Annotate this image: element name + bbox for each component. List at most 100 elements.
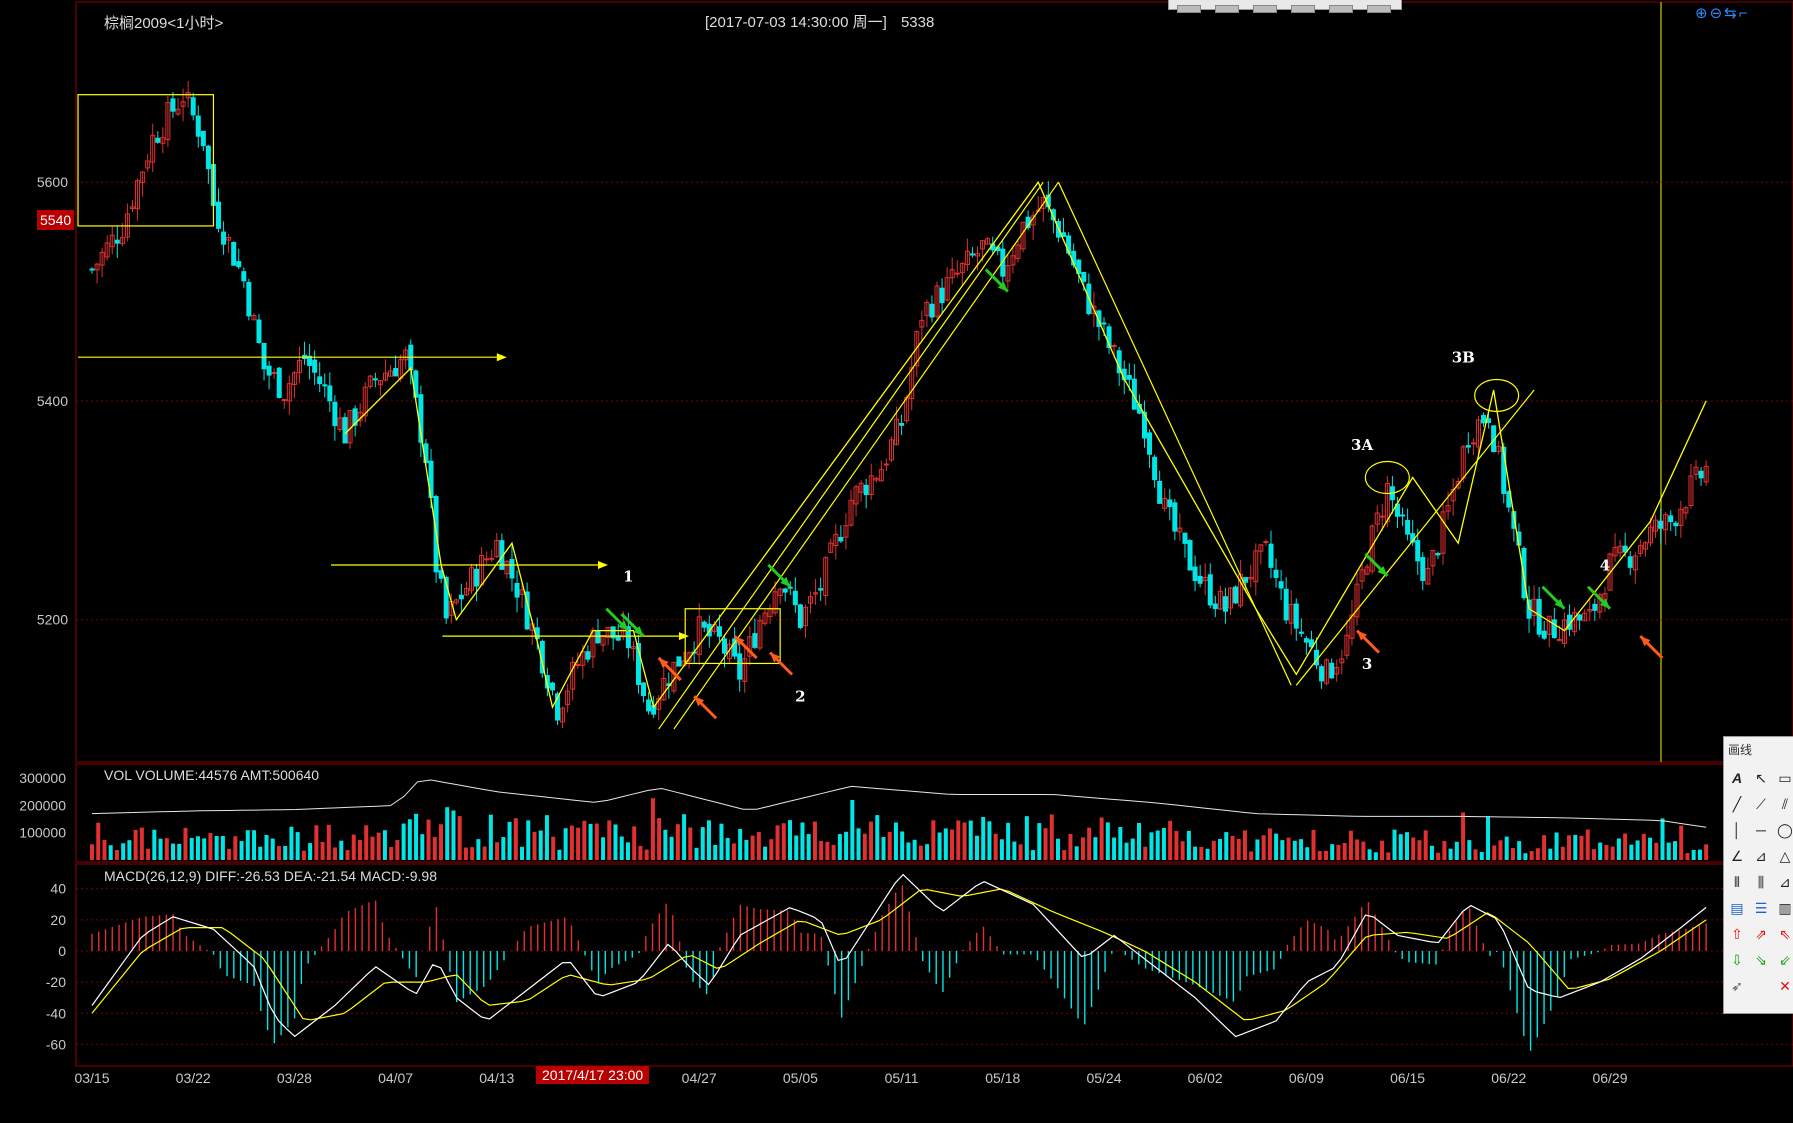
volume-bar	[133, 829, 138, 860]
fan-tool-icon[interactable]: ⊿	[1755, 848, 1767, 864]
macd-tick-label: -20	[46, 974, 66, 990]
volume-bar	[389, 846, 394, 860]
volume-bar	[1454, 841, 1459, 860]
candle-body	[509, 558, 515, 579]
volume-bar	[245, 830, 250, 860]
volume-bar	[1336, 844, 1341, 860]
triangle-tool-icon[interactable]: △	[1779, 848, 1791, 864]
volume-bar	[557, 849, 562, 860]
candle-body	[89, 268, 95, 271]
toolbar-button-icon[interactable]	[1253, 5, 1277, 13]
text-tool-icon[interactable]: A	[1731, 770, 1743, 786]
note-tool-icon[interactable]: ▤	[1730, 900, 1744, 916]
candle-body	[914, 331, 920, 367]
candle-body	[873, 477, 879, 481]
ray-tool-icon[interactable]: ⟋	[1756, 796, 1766, 812]
zoom-controls[interactable]: ⊕⊖⇆⌐	[1695, 4, 1750, 22]
volume-bar	[239, 841, 244, 860]
arrow-line-tool-icon[interactable]: ↖	[1755, 770, 1767, 786]
volume-bar	[594, 823, 599, 860]
candle-body	[833, 533, 839, 547]
volume-bar	[1417, 840, 1422, 860]
candle-body	[226, 236, 232, 241]
candle-body	[969, 253, 975, 256]
line-tool-icon[interactable]: ╱	[1732, 796, 1742, 812]
down-left-arrow-tool-icon[interactable]: ⇙	[1779, 952, 1791, 968]
down-arrow-tool-icon[interactable]: ⇩	[1731, 952, 1743, 968]
vertical-line-tool-icon[interactable]: │	[1732, 822, 1742, 838]
candle-body	[1283, 588, 1289, 621]
cycle-lines-tool-icon[interactable]: ⦀	[1733, 874, 1741, 890]
volume-bar	[1074, 846, 1079, 860]
volume-bar	[289, 826, 294, 860]
candle-body	[352, 408, 358, 426]
up-left-arrow-tool-icon[interactable]: ⇖	[1779, 926, 1791, 942]
horizontal-line-tool-icon[interactable]: ─	[1756, 822, 1766, 838]
volume-bar	[1479, 851, 1484, 860]
arrow-head	[770, 652, 781, 663]
candle-body	[1147, 432, 1153, 455]
candle-body	[1455, 481, 1461, 489]
candle-body	[94, 263, 100, 271]
volume-bar	[1261, 835, 1266, 860]
cursor-date-marker: 2017/4/17 23:00	[536, 1066, 650, 1084]
volume-bar	[507, 821, 512, 860]
volume-bar	[706, 820, 711, 860]
pointer-tool-icon[interactable]: ➶	[1731, 978, 1743, 994]
arrow-head	[618, 620, 629, 631]
down-right-arrow-tool-icon[interactable]: ⇘	[1755, 952, 1767, 968]
volume-bar	[426, 819, 431, 860]
wave-label: 3	[1362, 655, 1372, 673]
list-tool-icon[interactable]: ☰	[1754, 900, 1768, 916]
delete-tool-icon[interactable]: ✕	[1779, 978, 1791, 994]
volume-bar	[121, 843, 126, 860]
candle-body	[281, 399, 287, 402]
volume-bar	[1224, 832, 1229, 860]
candle-body	[489, 557, 495, 560]
volume-bar	[931, 820, 936, 860]
macd-tick-label: -60	[46, 1036, 66, 1052]
gann-tool-icon[interactable]: ⊿	[1779, 874, 1791, 890]
volume-bar	[1149, 832, 1154, 860]
candle-body	[1319, 666, 1325, 682]
candle-body	[1556, 639, 1562, 642]
rectangle-tool-icon[interactable]: ▭	[1778, 770, 1792, 786]
scroll-arrows-icon[interactable]: ⇆	[1724, 5, 1739, 22]
candle-body	[251, 314, 257, 321]
candle-body	[362, 386, 368, 417]
angle-tool-icon[interactable]: ∠	[1730, 848, 1744, 864]
volume-bar	[382, 830, 387, 860]
toolbar-button-icon[interactable]	[1329, 5, 1353, 13]
volume-bar	[576, 827, 581, 860]
restore-icon[interactable]: ⌐	[1738, 5, 1750, 22]
candle-body	[1172, 502, 1178, 532]
volume-bar	[1292, 840, 1297, 860]
volume-bar	[345, 850, 350, 860]
fib-time-tool-icon[interactable]: ⫼	[1757, 874, 1765, 890]
toolbar-button-icon[interactable]	[1177, 5, 1201, 13]
volume-bar	[862, 833, 867, 860]
up-arrow-tool-icon[interactable]: ⇧	[1731, 926, 1743, 942]
up-right-arrow-tool-icon[interactable]: ⇗	[1755, 926, 1767, 942]
drawing-tools-panel[interactable]: 画线 A ↖ ▭ ╱ ⟋ ⫽ │ ─ ◯ ∠ ⊿ △ ⦀ ⫼ ⊿ ▤ ☰ ▥ ⇧…	[1723, 736, 1793, 1014]
candle-body	[802, 606, 808, 627]
zoom-out-icon[interactable]: ⊖	[1709, 5, 1725, 22]
candle-body	[1222, 596, 1228, 612]
volume-bar	[1024, 816, 1029, 860]
candle-body	[1162, 497, 1168, 509]
volume-bar	[893, 822, 898, 860]
volume-bar	[1648, 837, 1653, 860]
top-toolbar[interactable]	[1168, 0, 1402, 13]
parallel-tool-icon[interactable]: ⫽	[1781, 796, 1789, 812]
candle-body	[514, 582, 520, 598]
toolbar-button-icon[interactable]	[1215, 5, 1239, 13]
volume-bar	[582, 820, 587, 860]
zoom-in-icon[interactable]: ⊕	[1695, 5, 1710, 22]
bar-tool-icon[interactable]: ▥	[1778, 900, 1792, 916]
toolbar-button-icon[interactable]	[1367, 5, 1391, 13]
ellipse-tool-icon[interactable]: ◯	[1777, 822, 1793, 838]
toolbar-button-icon[interactable]	[1291, 5, 1315, 13]
volume-bar	[1330, 844, 1335, 860]
volume-bar	[513, 818, 518, 860]
candle-body	[580, 651, 586, 666]
